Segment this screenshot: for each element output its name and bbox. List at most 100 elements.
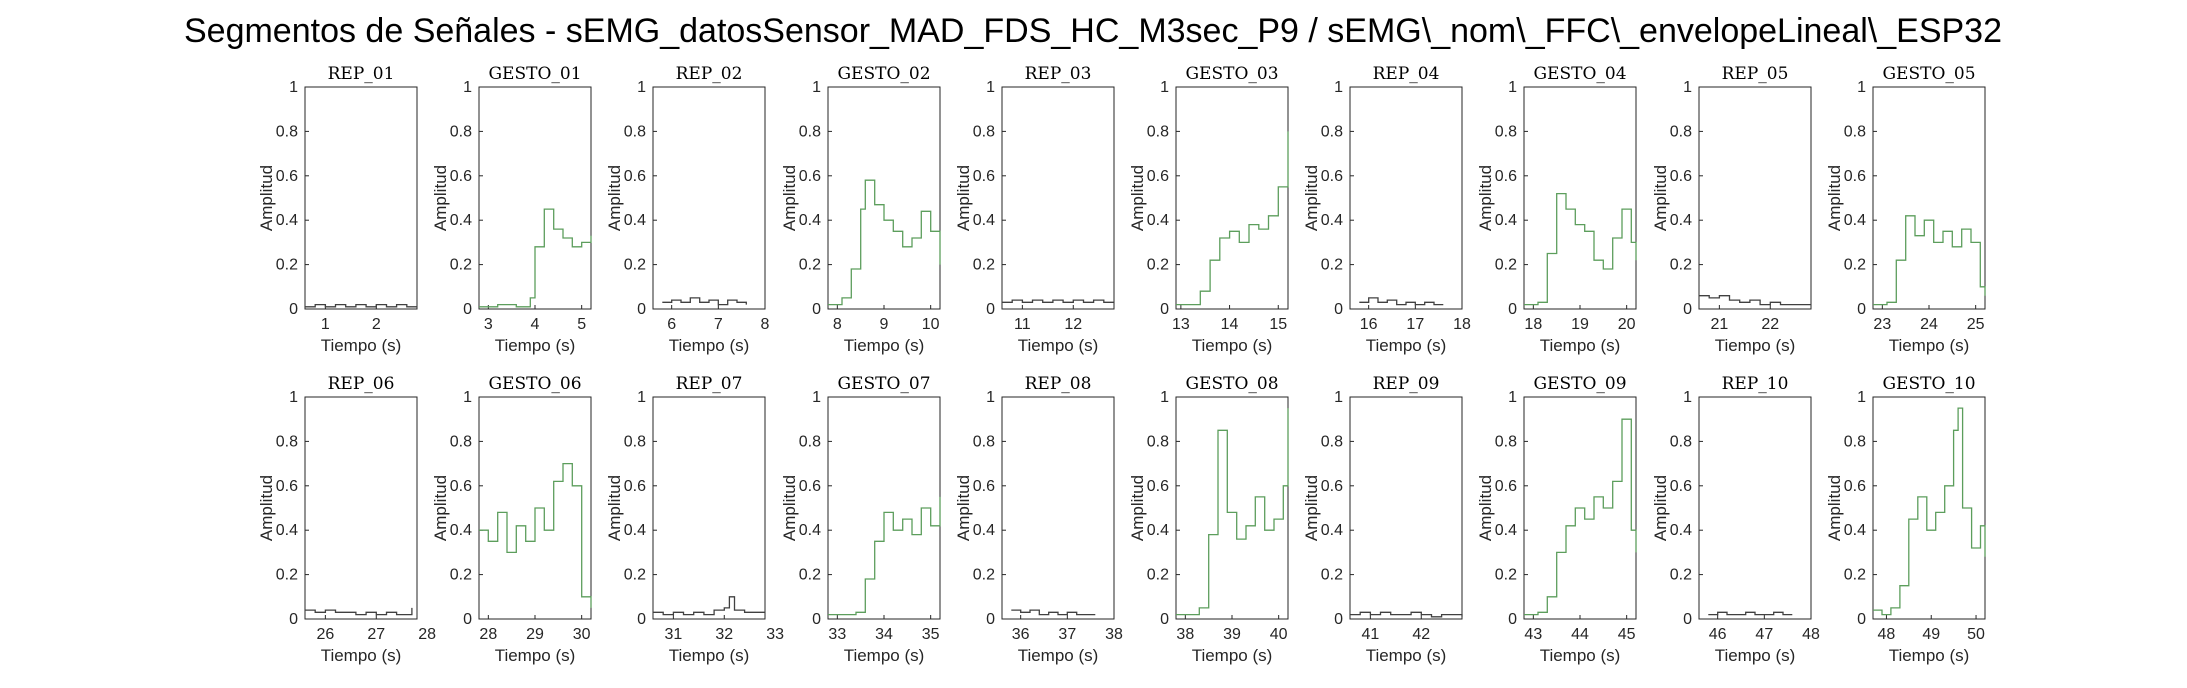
x-tick-label: 45 (1618, 626, 1636, 643)
subplot-title: REP_02 (676, 64, 743, 84)
signal-line (1011, 609, 1096, 616)
y-tick-label: 0.6 (973, 168, 995, 185)
y-tick-label: 0.6 (624, 168, 646, 185)
axes-box (304, 396, 418, 620)
y-tick-label: 0 (1857, 611, 1866, 628)
y-tick-label: 0.8 (450, 123, 472, 140)
subplot-title: GESTO_05 (1882, 64, 1975, 84)
x-axis-label: Tiempo (s) (669, 336, 750, 355)
y-tick-label: 0.8 (624, 123, 646, 140)
y-axis-label: Amplitud (1825, 475, 1844, 541)
y-tick-label: 0.2 (276, 257, 298, 274)
x-tick-label: 41 (1361, 626, 1379, 643)
y-tick-label: 0.6 (1495, 478, 1517, 495)
axes-box (1175, 86, 1289, 310)
axes-box (827, 86, 941, 310)
y-tick-label: 0.8 (276, 433, 298, 450)
signal-line (305, 607, 413, 616)
y-tick-label: 0.4 (276, 522, 298, 539)
x-tick-label: 39 (1223, 626, 1241, 643)
y-tick-label: 0 (1334, 301, 1343, 318)
x-tick-label: 22 (1761, 316, 1779, 333)
x-tick-label: 13 (1172, 316, 1190, 333)
x-tick-label: 44 (1571, 626, 1589, 643)
y-tick-label: 0.4 (1844, 522, 1866, 539)
y-tick-label: 0.6 (1321, 478, 1343, 495)
x-tick-label: 15 (1269, 316, 1287, 333)
subplot-title: REP_09 (1373, 374, 1440, 394)
x-axis-label: Tiempo (s) (1715, 646, 1796, 665)
y-tick-label: 1 (986, 79, 995, 96)
x-tick-label: 28 (479, 626, 497, 643)
subplot-title: GESTO_09 (1533, 374, 1626, 394)
subplot-gesto-08: GESTO_08 0 0.2 0.4 0.6 0.8 1 38 39 40 Tiempo (s) Am… (1128, 374, 1289, 665)
y-axis-label: Amplitud (1302, 165, 1321, 231)
y-tick-label: 0.4 (1147, 212, 1169, 229)
y-tick-label: 0.4 (799, 212, 821, 229)
y-axis-label: Amplitud (1825, 165, 1844, 231)
y-tick-label: 0 (1857, 301, 1866, 318)
y-axis-label: Amplitud (1651, 165, 1670, 231)
axes-box (1872, 86, 1986, 310)
x-axis-label: Tiempo (s) (1540, 336, 1621, 355)
x-tick-label: 35 (922, 626, 940, 643)
signal-line (1699, 295, 1811, 306)
signal-line (662, 297, 747, 306)
y-tick-label: 0.6 (799, 478, 821, 495)
x-tick-label: 2 (372, 316, 381, 333)
y-tick-label: 0.8 (450, 433, 472, 450)
y-tick-label: 0.8 (624, 433, 646, 450)
x-axis-label: Tiempo (s) (1192, 646, 1273, 665)
x-axis-label: Tiempo (s) (1889, 646, 1970, 665)
x-tick-label: 7 (714, 316, 723, 333)
y-tick-label: 0.2 (1670, 567, 1692, 584)
subplot-rep-08: REP_08 0 0.2 0.4 0.6 0.8 1 36 37 38 Tiempo (s) Ampl… (954, 374, 1123, 665)
y-axis-label: Amplitud (1651, 475, 1670, 541)
subplot-rep-06: REP_06 0 0.2 0.4 0.6 0.8 1 26 27 28 Tiempo (s) Ampl… (257, 374, 436, 665)
y-tick-label: 0.6 (1844, 168, 1866, 185)
x-tick-label: 17 (1406, 316, 1424, 333)
y-tick-label: 0.2 (624, 257, 646, 274)
y-tick-label: 0 (1683, 611, 1692, 628)
y-tick-label: 0.4 (450, 212, 472, 229)
y-tick-label: 0.4 (276, 212, 298, 229)
x-tick-label: 16 (1360, 316, 1378, 333)
y-tick-label: 0.4 (1844, 212, 1866, 229)
subplot-title: REP_06 (328, 374, 395, 394)
x-tick-label: 47 (1755, 626, 1773, 643)
signal-line (828, 496, 941, 616)
y-tick-label: 0.2 (1844, 567, 1866, 584)
y-axis-label: Amplitud (605, 475, 624, 541)
x-tick-label: 10 (922, 316, 940, 333)
figure-title: Segmentos de Señales - sEMG_datosSensor_… (184, 12, 2002, 50)
y-axis-label: Amplitud (954, 165, 973, 231)
y-tick-label: 0.4 (1670, 212, 1692, 229)
y-tick-label: 0 (812, 611, 821, 628)
subplot-gesto-10: GESTO_10 0 0.2 0.4 0.6 0.8 1 48 49 50 Tiempo (s) Am… (1825, 374, 1986, 665)
axes-box (1175, 396, 1289, 620)
subplot-gesto-05: GESTO_05 0 0.2 0.4 0.6 0.8 1 23 24 25 Tiempo (s) Am… (1825, 64, 1986, 355)
y-axis-label: Amplitud (780, 165, 799, 231)
y-axis-label: Amplitud (1128, 165, 1147, 231)
subplot-rep-07: REP_07 0 0.2 0.4 0.6 0.8 1 31 32 33 Tiempo (s) Ampl… (605, 374, 784, 665)
x-tick-label: 46 (1709, 626, 1727, 643)
x-tick-label: 23 (1873, 316, 1891, 333)
x-tick-label: 21 (1710, 316, 1728, 333)
y-tick-label: 0.8 (799, 123, 821, 140)
y-tick-label: 0.4 (1321, 212, 1343, 229)
y-tick-label: 0.6 (973, 478, 995, 495)
y-tick-label: 0.8 (1670, 123, 1692, 140)
axes-box (652, 86, 766, 310)
y-tick-label: 0.8 (1495, 123, 1517, 140)
x-tick-label: 24 (1920, 316, 1938, 333)
y-tick-label: 0 (812, 301, 821, 318)
subplot-title: REP_08 (1025, 374, 1092, 394)
signal-line (1359, 297, 1444, 306)
y-tick-label: 0.2 (799, 567, 821, 584)
x-axis-label: Tiempo (s) (1018, 336, 1099, 355)
x-tick-label: 18 (1524, 316, 1542, 333)
y-tick-label: 0.2 (1147, 567, 1169, 584)
y-tick-label: 0.4 (1147, 522, 1169, 539)
